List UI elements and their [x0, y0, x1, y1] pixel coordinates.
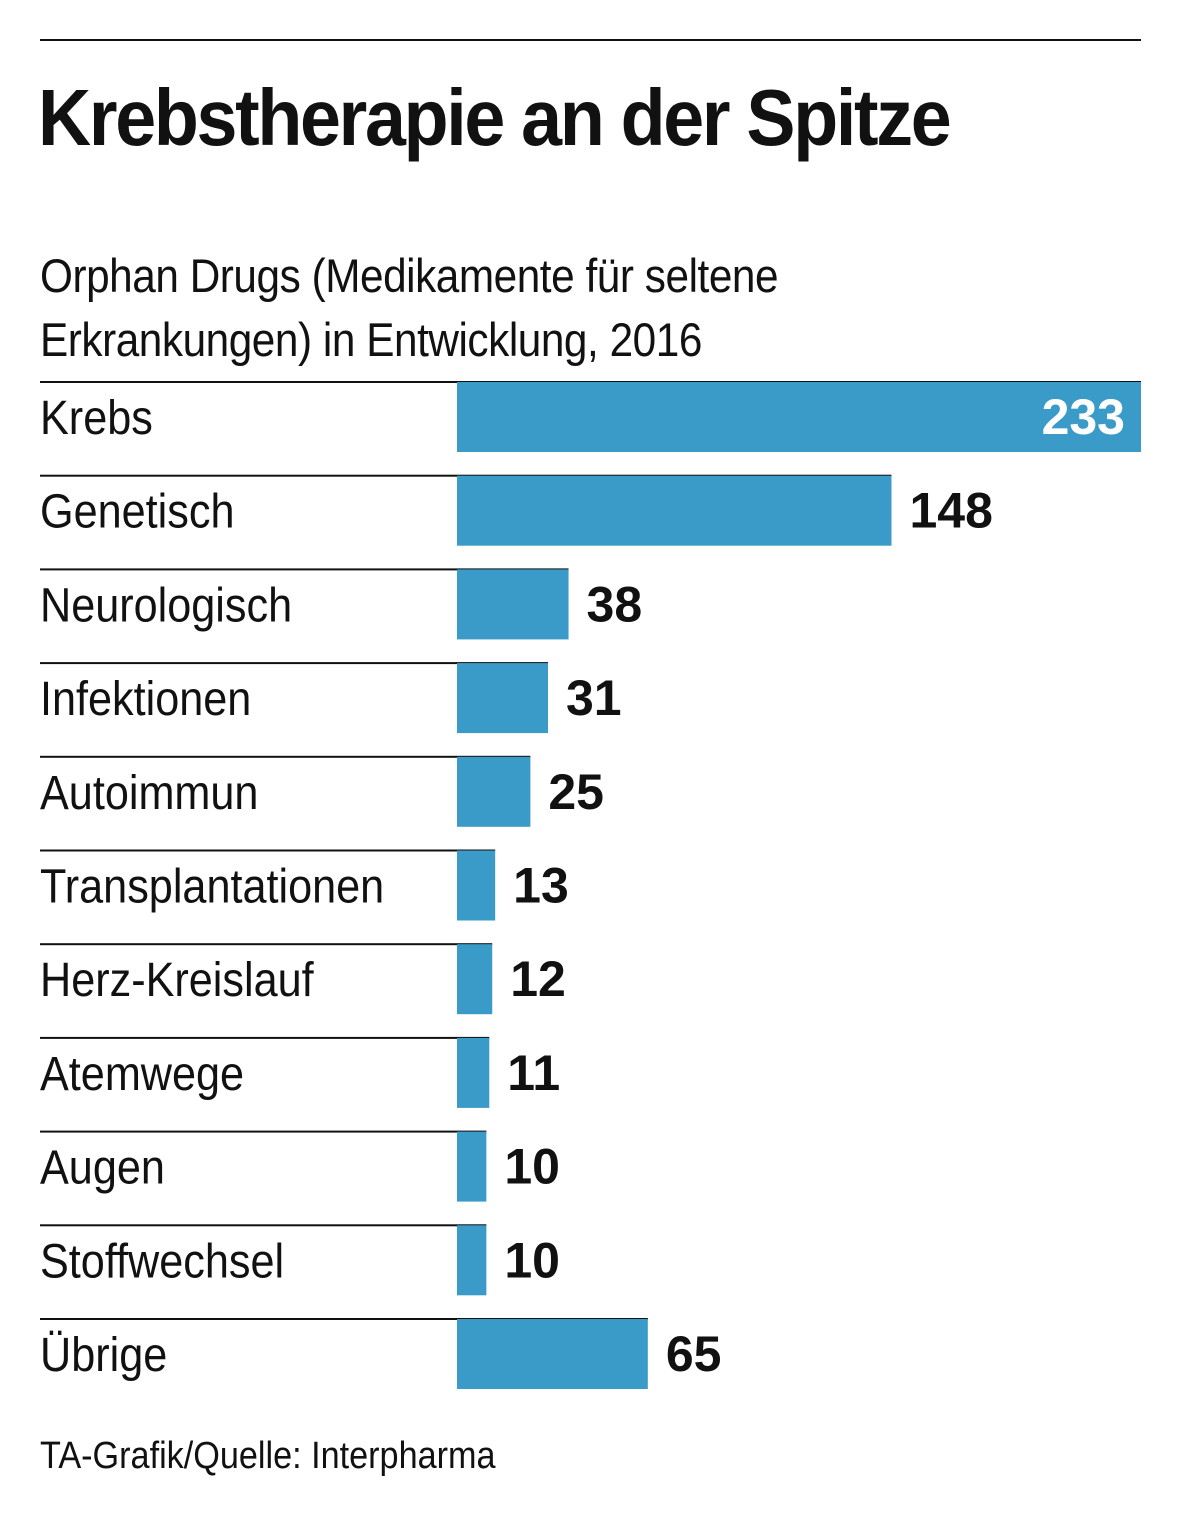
bar-row-transplantationen: Transplantationen 13 — [40, 849, 569, 921]
bar-row-genetisch: Genetisch 148 — [40, 474, 993, 546]
bar-row-stoffwechsel: Stoffwechsel 10 — [40, 1224, 560, 1296]
row-rule-transplantationen — [40, 849, 496, 852]
bar-autoimmun — [457, 756, 531, 827]
row-rule-infektionen — [40, 662, 549, 665]
category-label-herz-kreislauf: Herz-Kreislauf — [40, 953, 314, 1007]
value-label-transplantationen: 13 — [513, 858, 569, 914]
value-label-stoffwechsel: 10 — [504, 1232, 560, 1288]
category-label-uebrige: Übrige — [40, 1328, 167, 1382]
bar-row-herz-kreislauf: Herz-Kreislauf 12 — [40, 943, 566, 1015]
value-label-uebrige: 65 — [666, 1326, 722, 1382]
value-label-herz-kreislauf: 12 — [510, 951, 566, 1007]
category-label-autoimmun: Autoimmun — [40, 766, 258, 820]
category-label-augen: Augen — [40, 1141, 165, 1195]
bar-transplantationen — [457, 850, 496, 921]
bar-neurologisch — [457, 569, 569, 640]
bar-row-autoimmun: Autoimmun 25 — [40, 755, 604, 827]
row-rule-autoimmun — [40, 755, 531, 758]
category-label-atemwege: Atemwege — [40, 1047, 244, 1101]
bar-herz-kreislauf — [457, 944, 493, 1015]
category-label-stoffwechsel: Stoffwechsel — [40, 1234, 284, 1288]
bar-row-krebs: Krebs 233 — [40, 381, 1141, 452]
category-label-genetisch: Genetisch — [40, 485, 234, 539]
value-label-augen: 10 — [504, 1139, 560, 1195]
category-label-krebs: Krebs — [40, 391, 153, 445]
bar-stoffwechsel — [457, 1225, 487, 1296]
bar-infektionen — [457, 663, 549, 734]
value-label-autoimmun: 25 — [548, 764, 604, 820]
bar-uebrige — [457, 1319, 648, 1389]
row-rule-augen — [40, 1130, 487, 1133]
bar-row-atemwege: Atemwege 11 — [40, 1036, 560, 1108]
row-rule-herz-kreislauf — [40, 943, 493, 946]
bar-row-augen: Augen 10 — [40, 1130, 560, 1202]
value-label-genetisch: 148 — [909, 483, 992, 539]
bar-augen — [457, 1131, 487, 1202]
top-rule — [40, 39, 1141, 41]
row-rule-atemwege — [40, 1036, 490, 1039]
value-label-atemwege: 11 — [507, 1045, 560, 1101]
bar-row-infektionen: Infektionen 31 — [40, 662, 622, 734]
row-rule-neurologisch — [40, 568, 569, 571]
category-label-transplantationen: Transplantationen — [40, 859, 384, 913]
row-rule-uebrige — [40, 1318, 648, 1320]
chart-title: Krebstherapie an der Spitze — [38, 73, 952, 162]
bar-atemwege — [457, 1037, 490, 1108]
category-label-infektionen: Infektionen — [40, 672, 251, 726]
category-label-neurologisch: Neurologisch — [40, 578, 292, 632]
bar-row-neurologisch: Neurologisch 38 — [40, 568, 643, 640]
chart-subtitle: Orphan Drugs (Medikamente für seltene Er… — [40, 249, 779, 366]
source-note: TA-Grafik/Quelle: Interpharma — [40, 1435, 496, 1477]
value-label-neurologisch: 38 — [587, 576, 643, 632]
bar-row-uebrige: Übrige 65 — [40, 1318, 721, 1389]
bar-krebs — [457, 382, 1141, 452]
bar-genetisch — [457, 475, 892, 546]
value-label-krebs: 233 — [1042, 389, 1125, 445]
value-label-infektionen: 31 — [566, 670, 622, 726]
row-rule-stoffwechsel — [40, 1224, 487, 1227]
